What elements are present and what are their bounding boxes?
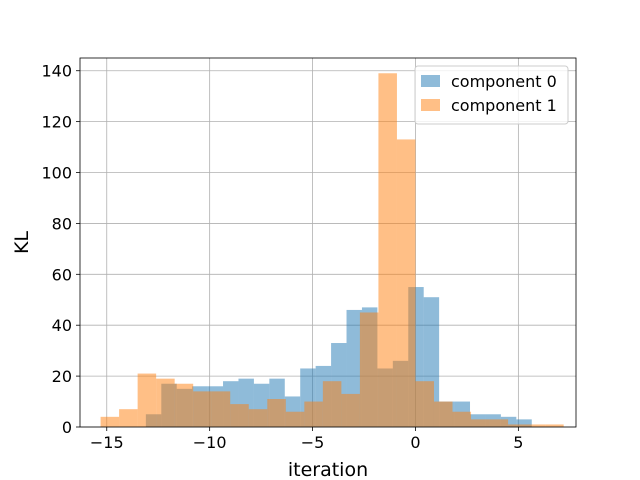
bar-series-1: [100, 416, 120, 427]
y-tick-label: 20: [52, 367, 72, 386]
bar-series-1: [119, 409, 138, 427]
bar-series-0: [516, 419, 532, 427]
y-tick-label: 120: [41, 113, 72, 132]
grid-lines: [80, 58, 576, 428]
legend: component 0 component 1: [414, 65, 569, 125]
bar-series-1: [267, 399, 286, 427]
bar-series-1: [415, 381, 434, 427]
x-tick-label: 0: [410, 433, 420, 452]
bar-series-1: [433, 401, 453, 427]
bar-series-1: [137, 373, 157, 427]
legend-box: [414, 65, 569, 125]
y-tick-label: 40: [52, 316, 72, 335]
legend-label-1: component 1: [451, 96, 557, 115]
bar-series-1: [545, 424, 564, 427]
bar-series-1: [285, 411, 305, 427]
y-tick-label: 140: [41, 62, 72, 81]
y-tick-label: 0: [62, 418, 72, 437]
bar-series-1: [471, 419, 490, 427]
bars: [100, 73, 564, 427]
bar-series-1: [156, 378, 175, 427]
bar-series-1: [211, 391, 231, 427]
y-tick-label: 100: [41, 164, 72, 183]
axis-ticks: −15 −10 −5 0 5 0 20 40 60 80 100 120 140: [41, 62, 523, 452]
bar-series-1: [193, 391, 212, 427]
bar-series-1: [304, 401, 323, 427]
x-tick-label: −10: [193, 433, 227, 452]
bar-series-1: [396, 139, 416, 427]
bar-series-1: [508, 424, 527, 427]
legend-swatch-0: [421, 75, 440, 87]
bar-series-1: [322, 381, 342, 427]
bar-series-1: [526, 424, 546, 427]
bar-series-1: [248, 409, 268, 427]
bar-series-1: [378, 73, 397, 427]
bar-series-1: [452, 411, 472, 427]
legend-swatch-1: [421, 99, 440, 111]
legend-label-0: component 0: [451, 72, 557, 91]
bar-series-1: [359, 312, 379, 427]
bar-series-0: [500, 416, 517, 427]
y-tick-label: 60: [52, 265, 72, 284]
bar-series-1: [230, 404, 249, 427]
x-tick-label: −15: [90, 433, 124, 452]
x-tick-label: −5: [301, 433, 325, 452]
y-tick-label: 80: [52, 214, 72, 233]
x-tick-label: 5: [513, 433, 523, 452]
x-axis-label: iteration: [288, 459, 368, 480]
y-axis-label: KL: [11, 231, 33, 254]
bar-series-1: [174, 383, 194, 427]
plot-frame: [79, 57, 577, 428]
bar-series-1: [489, 419, 509, 427]
bar-series-1: [341, 393, 360, 427]
